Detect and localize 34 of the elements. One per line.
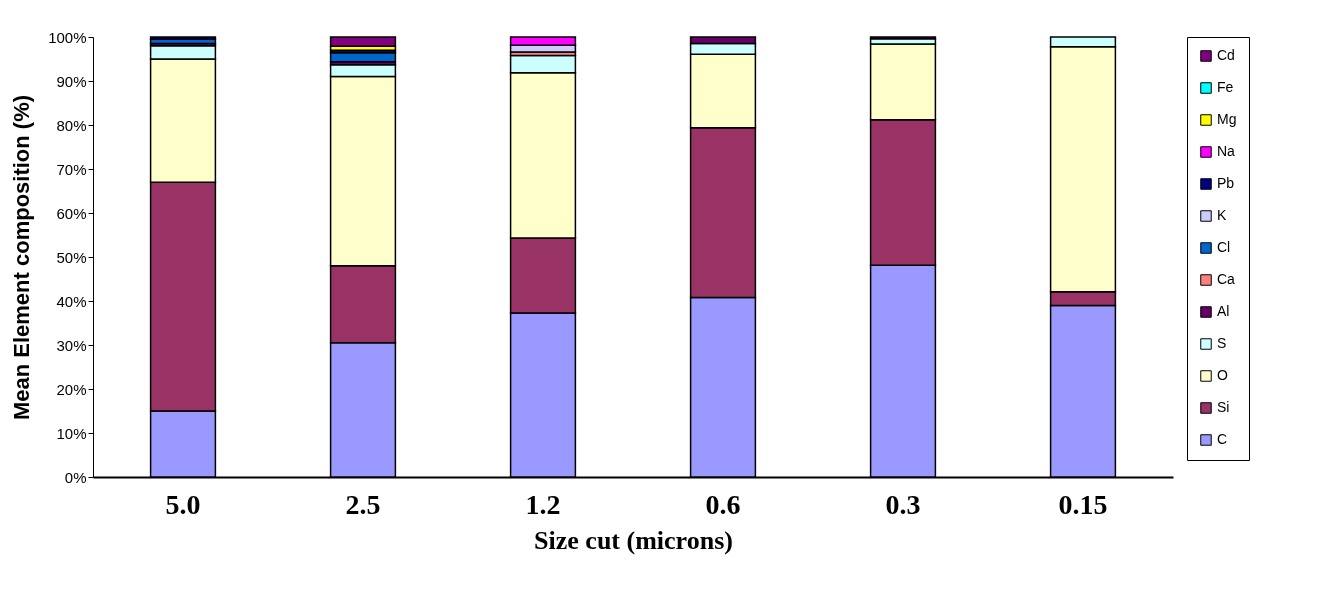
y-axis-title: Mean Element composition (%) (9, 94, 35, 421)
legend-label: Mg (1217, 111, 1237, 127)
legend-label: Cd (1217, 47, 1235, 63)
x-tick-label: 1.2 (525, 488, 561, 520)
legend-label: K (1217, 207, 1227, 223)
legend-label: Na (1217, 143, 1236, 159)
legend-label: O (1217, 367, 1228, 383)
y-tick-label: 90% (56, 72, 87, 90)
y-tick-label: 30% (56, 336, 87, 354)
y-tick-label: 0% (64, 468, 87, 486)
y-tick-label: 60% (56, 204, 87, 222)
legend-label: Si (1217, 399, 1230, 415)
y-tick-label: 100% (48, 28, 87, 46)
bar (329, 36, 397, 47)
y-tick-label: 70% (56, 160, 87, 178)
bar (149, 36, 217, 40)
y-tick-label: 10% (56, 424, 87, 442)
x-tick-label: 2.5 (345, 488, 381, 520)
legend-label: Cl (1217, 239, 1231, 255)
y-tick-label: 20% (56, 380, 87, 398)
y-tick-label: 40% (56, 292, 87, 310)
legend-label: Fe (1217, 79, 1234, 95)
x-axis-title: Size cut (microns) (534, 525, 733, 555)
legend-label: Pb (1217, 175, 1235, 191)
y-tick-label: 50% (56, 248, 87, 266)
legend-label: C (1217, 431, 1228, 447)
legend-label: Al (1217, 303, 1230, 319)
legend-label: Ca (1217, 271, 1236, 287)
x-tick-label: 0.3 (885, 488, 921, 520)
y-tick-label: 80% (56, 116, 87, 134)
x-tick-label: 5.0 (165, 488, 201, 520)
x-tick-label: 0.15 (1058, 488, 1108, 520)
legend-label: S (1217, 335, 1227, 351)
x-tick-label: 0.6 (705, 488, 741, 520)
